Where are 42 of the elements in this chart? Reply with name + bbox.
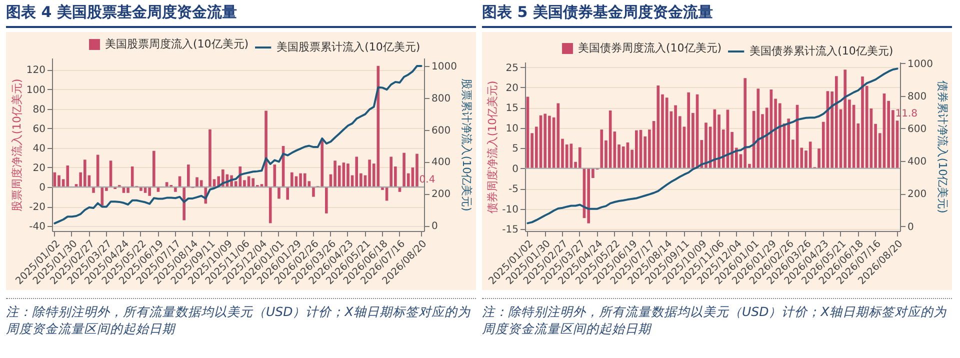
y2-tick-label: 200 bbox=[908, 189, 927, 200]
legend-label: 美国股票周度流入(10亿美元) bbox=[105, 38, 249, 50]
y2-tick-label: 0 bbox=[908, 222, 914, 233]
y2-tick-label: 400 bbox=[908, 156, 927, 168]
y2-tick-label: 400 bbox=[432, 157, 451, 168]
y2-tick-label: 800 bbox=[908, 91, 927, 102]
y-axis-title: 股票周度净流入(10亿美元) bbox=[10, 78, 24, 212]
y-tick-label: 15 bbox=[506, 103, 518, 114]
y-tick-label: 10 bbox=[506, 123, 518, 134]
chart-title: 图表 4 美国股票基金周度资金流量 bbox=[6, 0, 476, 28]
y2-axis-title: 股票累计净流入(10亿美元) bbox=[460, 78, 473, 212]
y-tick-label: 120 bbox=[26, 65, 46, 76]
y-tick-label: 25 bbox=[506, 62, 518, 74]
y-tick-label: 40 bbox=[32, 143, 46, 154]
text: 注：除特别注明外，所有流量数据均以美元（USD）计价；X轴日期标签对应的为周度资金流量区间的起始日期 bbox=[482, 298, 952, 337]
y-tick-label: 80 bbox=[32, 104, 46, 116]
y-tick-label: 20 bbox=[506, 82, 518, 94]
y-tick-label: 0 bbox=[39, 182, 46, 194]
y-tick-label: -10 bbox=[502, 204, 518, 216]
y2-axis-title: 债券累计净流入(10亿美元) bbox=[936, 80, 949, 214]
chart-title: 图表 5 美国债券基金周度资金流量 bbox=[482, 0, 952, 28]
y2-tick-label: 1000 bbox=[908, 58, 933, 70]
text: 注：除特别注明外，所有流量数据均以美元（USD）计价；X轴日期标签对应的为周度资金流量区间的起始日期 bbox=[6, 298, 476, 337]
y-tick-label: -15 bbox=[502, 224, 518, 236]
legend-label: 美国股票累计流入(10亿美元) bbox=[276, 40, 420, 54]
y-tick-label: 20 bbox=[32, 162, 46, 174]
y2-tick-label: 800 bbox=[432, 93, 451, 104]
y2-tick-label: 600 bbox=[908, 124, 927, 135]
y-tick-label: 60 bbox=[32, 124, 46, 135]
y-tick-label: 100 bbox=[26, 84, 46, 96]
y-tick-label: 0 bbox=[512, 164, 518, 175]
legend-label: 美国债券累计流入(10亿美元) bbox=[750, 44, 894, 58]
y-tick-label: -40 bbox=[29, 222, 46, 233]
y2-tick-label: 1000 bbox=[432, 61, 457, 72]
y2-tick-label: 0 bbox=[432, 221, 438, 232]
y2-tick-label: 600 bbox=[432, 125, 451, 136]
y-axis-title: 债券周度净流入(10亿美元) bbox=[486, 80, 500, 214]
y2-tick-label: 200 bbox=[432, 189, 451, 200]
y-tick-label: -5 bbox=[508, 184, 518, 196]
legend-label: 美国债券周度流入(10亿美元) bbox=[578, 42, 722, 54]
y-tick-label: -20 bbox=[29, 202, 46, 214]
y-tick-label: 5 bbox=[512, 144, 518, 155]
